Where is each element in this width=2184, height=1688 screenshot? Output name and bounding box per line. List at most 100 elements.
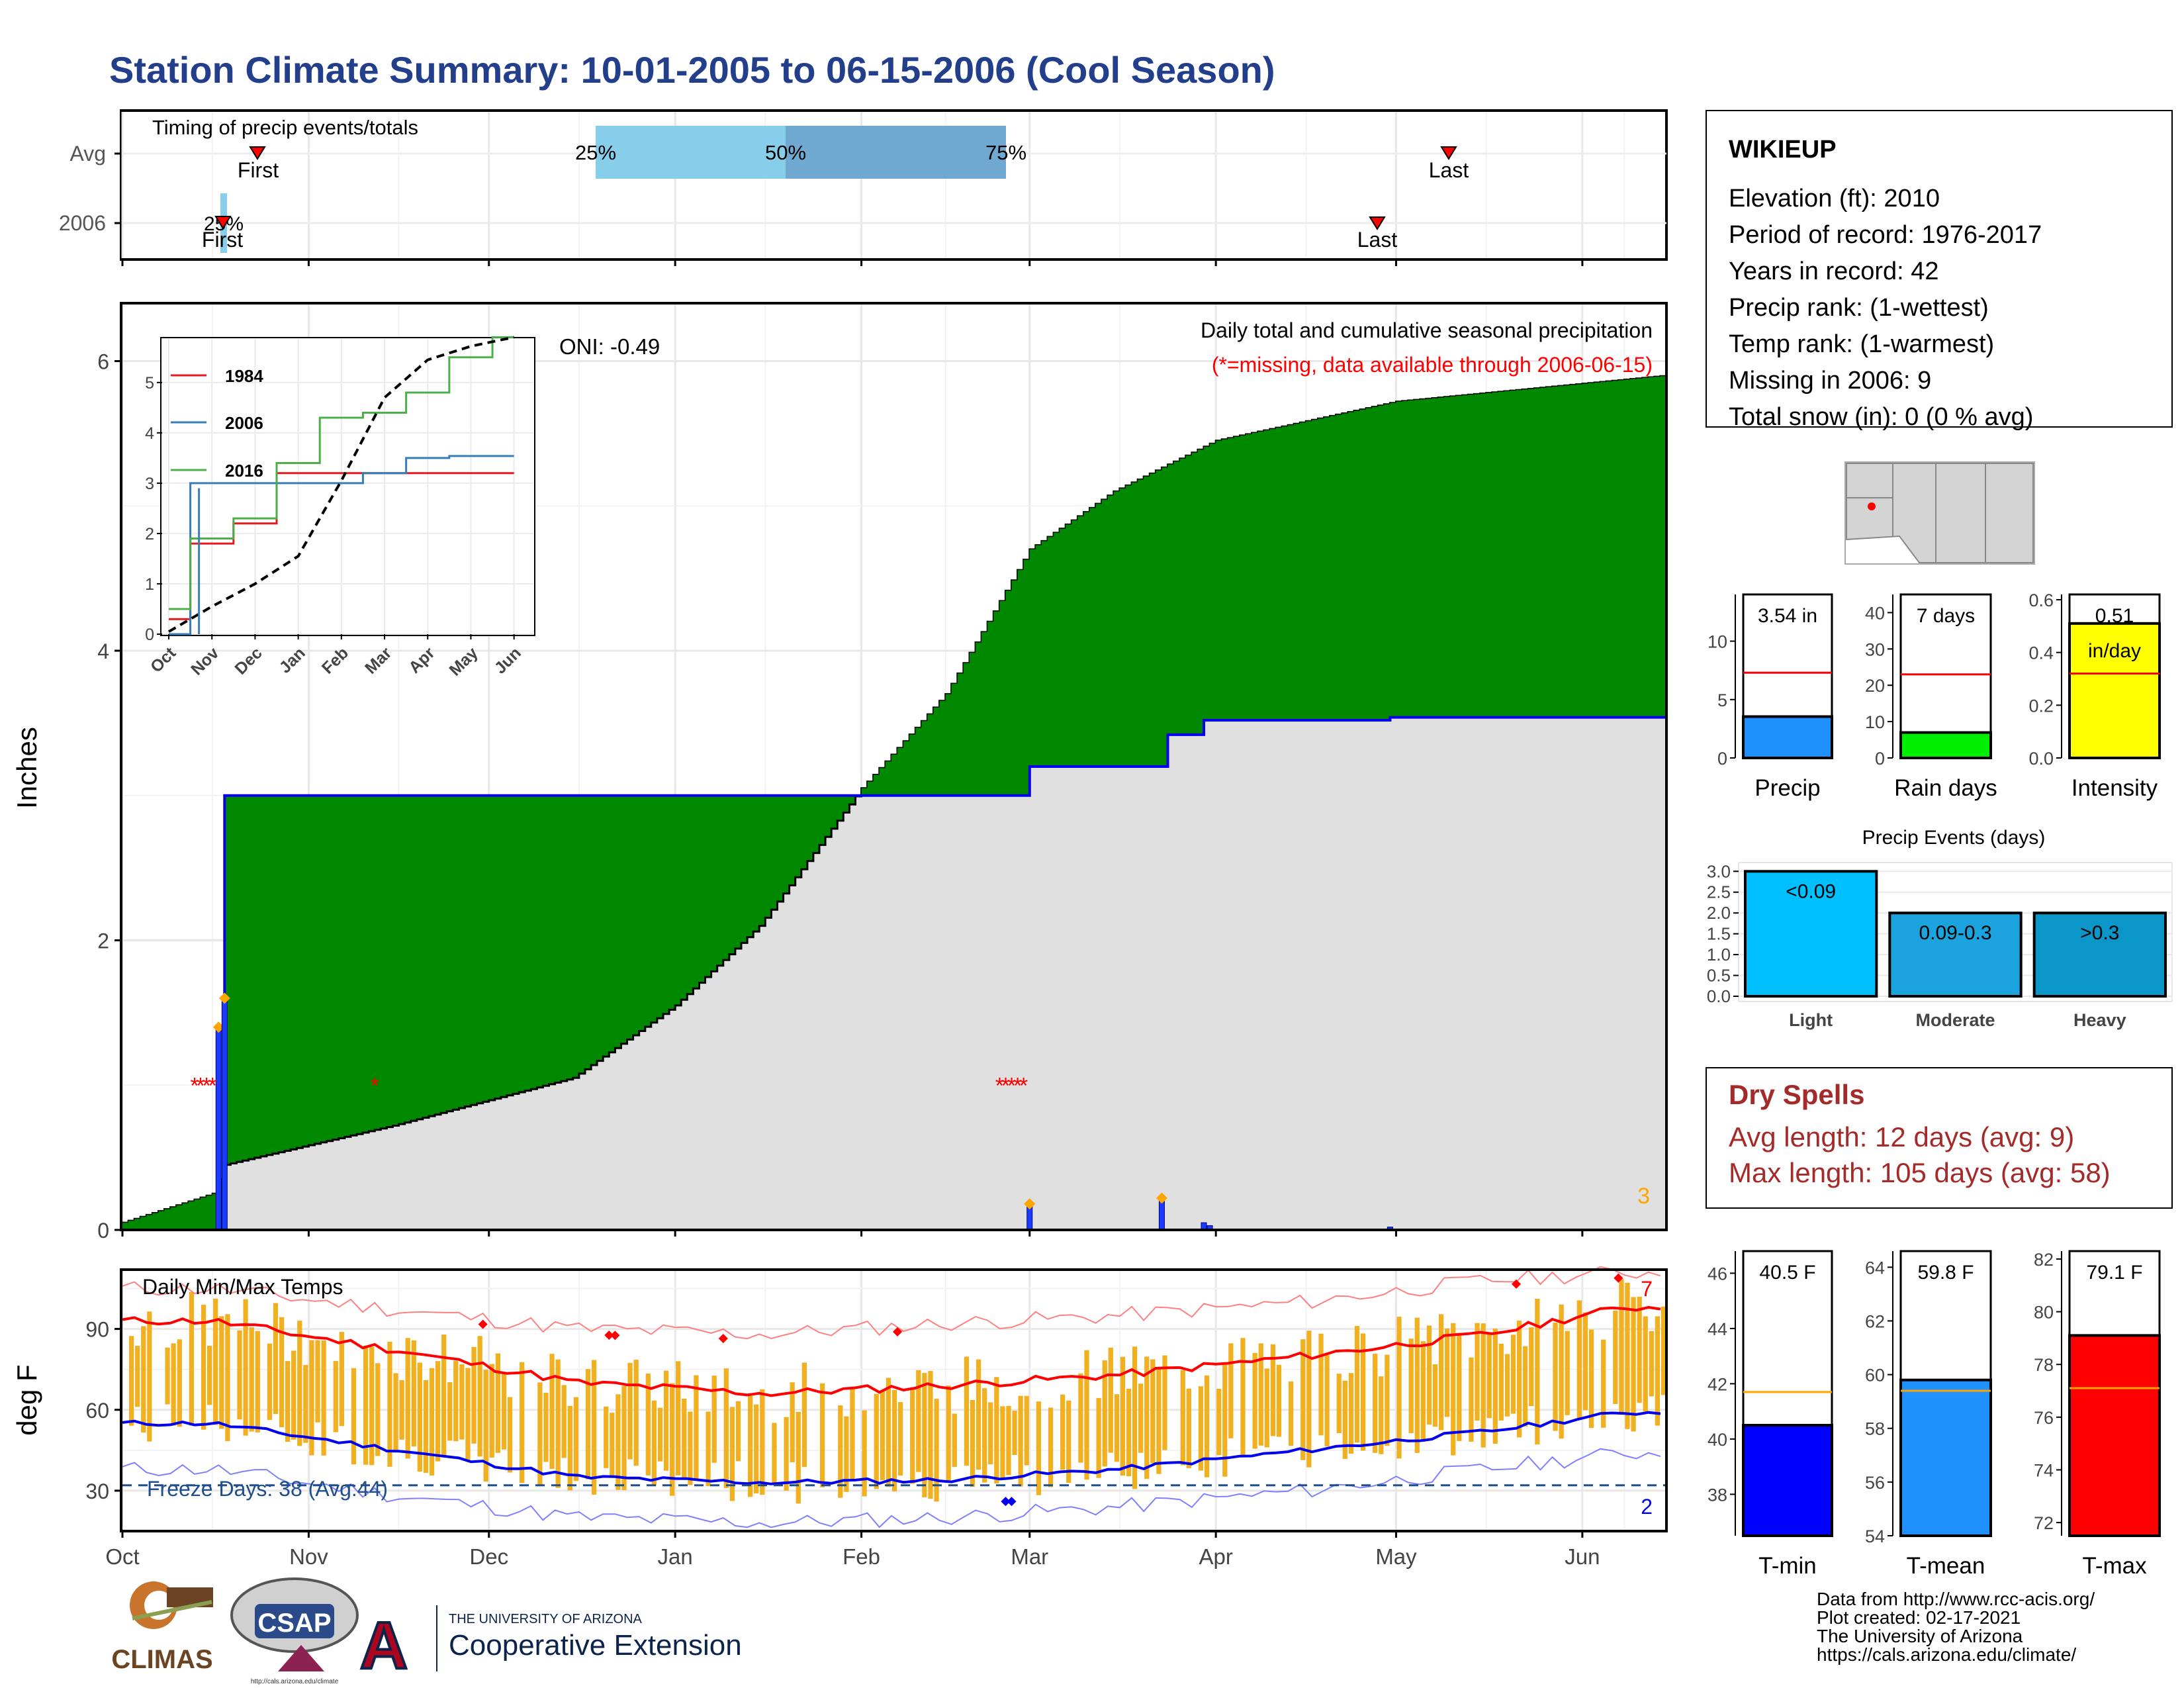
daily-temp-bar [1150,1359,1156,1464]
daily-temp-bar [429,1368,435,1476]
daily-temp-bar [501,1372,507,1450]
daily-temp-bar [1661,1306,1666,1395]
daily-temp-bar [507,1397,513,1473]
daily-temp-bar [1306,1331,1312,1468]
daily-temp-bar [297,1321,302,1446]
precip-total-ytick-label: 0 [1717,749,1727,769]
pct-75-label: 75% [985,141,1026,164]
tmax-ytick-label: 78 [2034,1355,2054,1375]
tmin-ytick-label: 46 [1707,1264,1727,1284]
tmean-ytick-label: 58 [1865,1419,1885,1439]
missing-asterisk: * [371,1073,379,1098]
daily-temp-bar [1000,1406,1005,1479]
daily-temp-bar [1300,1339,1306,1460]
daily-temp-bar [705,1411,711,1487]
daily-temp-bar [772,1423,777,1483]
daily-temp-bar [387,1341,392,1467]
daily-temp-bar [645,1374,651,1476]
dry-spells-avg: Avg length: 12 days (avg: 9) [1729,1121,2074,1152]
daily-temp-bar [489,1364,494,1458]
daily-temp-bar [1516,1321,1522,1438]
missing-asterisk: * [1007,1073,1016,1098]
daily-temp-bar [1469,1357,1474,1442]
daily-temp-bar [1066,1400,1071,1483]
daily-temp-bar [206,1346,212,1405]
daily-temp-bar [585,1369,591,1479]
tmean-value: 59.8 F [1917,1262,1974,1284]
temp-count-bottom: 2 [1641,1495,1653,1519]
daily-temp-bar [1270,1344,1276,1436]
tmax-value: 79.1 F [2086,1262,2142,1284]
tmax-ytick-label: 72 [2034,1513,2054,1533]
daily-temp-bar [1108,1347,1113,1453]
daily-temp-bar [135,1346,140,1407]
tmean-ytick-label: 62 [1865,1311,1885,1331]
precip-count-label: 3 [1637,1184,1650,1209]
events-bar-label: <0.09 [1786,880,1836,902]
daily-temp-bar [897,1402,903,1476]
daily-temp-bar [1078,1373,1083,1463]
precip-total-ytick-label: 5 [1717,690,1727,710]
daily-temp-bar [1492,1329,1498,1444]
daily-temp-bar [1084,1350,1089,1480]
month-tick-label: Oct [105,1544,139,1569]
daily-temp-bar [1613,1310,1618,1405]
credits: Data from http://www.rcc-acis.org/ Plot … [1817,1589,2095,1665]
missing-asterisk: * [995,1073,1004,1098]
dry-spells-max: Max length: 105 days (avg: 58) [1729,1157,2111,1188]
daily-temp-bar [1252,1352,1257,1449]
inset-legend-2016: 2016 [225,461,263,481]
daily-temp-bar [453,1360,459,1442]
tmax-bar [2068,1334,2161,1537]
tmean-ytick-label: 60 [1865,1366,1885,1385]
temp-panel: Daily Min/Max Temps deg F Freeze Days: 3… [11,1266,1668,1569]
events-ytick-label: 1.0 [1707,945,1731,964]
daily-temp-bar [1631,1297,1636,1432]
events-ytick-label: 3.0 [1707,861,1731,881]
daily-temp-bar [1535,1299,1540,1445]
intensity-value: 0.51 [2095,605,2134,627]
daily-temp-bar [1156,1367,1161,1474]
precip-ytick-label: 4 [97,639,109,663]
daily-temp-bar [213,1298,218,1425]
daily-temp-bar [1198,1386,1204,1471]
daily-temp-bar [784,1417,789,1491]
precip-total-ytick-label: 10 [1707,632,1727,652]
tmin-ytick-label: 42 [1707,1374,1727,1394]
timing-row-2006: 2006 [59,211,106,235]
daily-temp-bar [1588,1329,1594,1429]
station-box: WIKIEUP Elevation (ft): 2010 Period of r… [1706,110,2173,431]
daily-temp-bar [459,1364,465,1440]
daily-temp-bar [543,1393,549,1462]
daily-temp-bar [621,1385,627,1491]
events-ytick-label: 0.0 [1707,986,1731,1006]
daily-temp-bar [801,1362,807,1468]
events-category-label: Moderate [1915,1010,1995,1030]
daily-temp-bar [1643,1316,1648,1412]
station-line-2: Years in record: 42 [1729,258,1939,285]
daily-temp-bar [676,1361,681,1476]
daily-temp-bar [688,1411,693,1485]
tmin-chart: 38 40 42 44 46 40.5 F T-min [1707,1250,1833,1579]
temp-count-top: 7 [1641,1277,1653,1301]
inset-ytick-label: 3 [145,475,154,493]
daily-temp-bar [423,1380,429,1474]
dry-spells-title: Dry Spells [1729,1079,1864,1110]
daily-temp-bar [1096,1397,1101,1478]
daily-temp-bar [399,1380,404,1440]
daily-temp-bar [363,1345,369,1465]
daily-temp-bar [1559,1304,1564,1439]
precip-events-chart: Precip Events (days) 0.00.5 1.01.52.02.53… [1707,827,2173,1030]
daily-temp-bar [1432,1364,1438,1427]
daily-temp-bar [249,1327,254,1432]
station-location-dot [1868,502,1876,510]
pct-50-label: 50% [765,141,806,164]
daily-temp-bar [471,1346,477,1444]
missing-asterisk: * [208,1073,217,1098]
daily-temp-bar [1276,1364,1282,1437]
daily-temp-bar [994,1377,999,1483]
month-tick-label: Feb [842,1544,880,1569]
daily-temp-bar [723,1368,729,1489]
intensity-ytick-label: 0.2 [2028,696,2054,716]
daily-temp-bar [309,1340,314,1456]
